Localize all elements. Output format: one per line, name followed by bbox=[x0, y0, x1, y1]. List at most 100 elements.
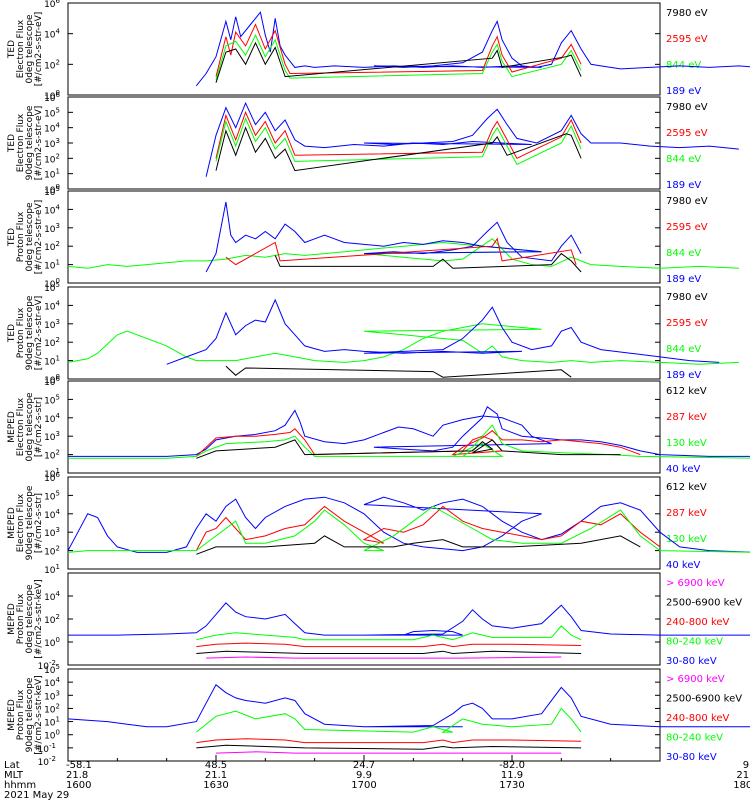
legend-entry: 844 eV bbox=[666, 344, 701, 355]
series-line bbox=[196, 625, 582, 641]
y-tick-label: 105 bbox=[44, 663, 60, 676]
y-tick-label: 105 bbox=[44, 281, 60, 294]
legend-entry: 189 eV bbox=[666, 86, 701, 97]
y-axis-label-line: 0deg telescope bbox=[25, 14, 35, 84]
legend-entry: 30-80 keV bbox=[666, 752, 717, 763]
y-axis-label-line: Electron Flux bbox=[16, 493, 26, 552]
legend-entry: 30-80 keV bbox=[666, 656, 717, 667]
series-line bbox=[68, 602, 750, 636]
y-axis-label-line: [#/cm2-s-str-eV] bbox=[34, 12, 44, 87]
legend-entry: 2595 eV bbox=[666, 34, 708, 45]
panel-5: 106 105 104 103 102 101 MEPED Electron Flux 0deg… bbox=[7, 375, 750, 480]
series-line bbox=[215, 34, 582, 80]
y-axis-label-line: MEPED bbox=[7, 699, 17, 731]
y-tick-label: 102 bbox=[44, 449, 60, 462]
y-axis-label-line: Proton Flux bbox=[16, 593, 26, 644]
x-tick-label: 48.5 bbox=[205, 760, 227, 771]
y-tick-label: 103 bbox=[44, 222, 60, 235]
series-line bbox=[215, 41, 582, 83]
series-line bbox=[67, 505, 750, 553]
panel-frame bbox=[67, 286, 661, 380]
y-axis-label-line: [#/cm2-s-str-eV] bbox=[34, 106, 44, 181]
y-tick-label: 10-2 bbox=[38, 659, 56, 672]
y-tick-label: 103 bbox=[44, 318, 60, 331]
legend-entry: 240-800 keV bbox=[666, 617, 730, 628]
y-tick-label: 104 bbox=[44, 590, 60, 603]
y-tick-label: 10-2 bbox=[38, 755, 56, 768]
y-tick-label: 101 bbox=[44, 355, 60, 368]
series-line bbox=[215, 23, 582, 77]
y-tick-label: 103 bbox=[44, 526, 60, 539]
series-line bbox=[166, 298, 720, 365]
panel-frame bbox=[67, 380, 661, 474]
x-tick-label: -58.1 bbox=[66, 760, 92, 771]
legend-entry: 844 eV bbox=[666, 154, 701, 165]
y-tick-label: 101 bbox=[44, 259, 60, 272]
legend-entry: 2595 eV bbox=[666, 318, 708, 329]
y-tick-label: 102 bbox=[44, 240, 60, 253]
panel-frame bbox=[67, 668, 661, 762]
y-tick-label: 106 bbox=[44, 0, 60, 10]
legend-entry: 844 eV bbox=[666, 60, 701, 71]
y-tick-label: 100 bbox=[44, 89, 60, 102]
x-tick-label: 9.9 bbox=[356, 770, 372, 781]
x-tick-label: 21.9 bbox=[736, 770, 750, 781]
y-axis-label-line: Electron Flux bbox=[16, 113, 26, 172]
y-tick-label: 105 bbox=[44, 489, 60, 502]
series-line bbox=[206, 656, 562, 659]
series-line bbox=[215, 126, 582, 172]
y-tick-label: 102 bbox=[44, 702, 60, 715]
y-tick-label: 101 bbox=[44, 168, 60, 181]
y-tick-label: 105 bbox=[44, 106, 60, 119]
y-tick-label: 102 bbox=[44, 152, 60, 165]
y-tick-label: 104 bbox=[44, 203, 60, 216]
panel-frame bbox=[67, 190, 661, 284]
y-tick-label: 104 bbox=[44, 508, 60, 521]
series-line bbox=[225, 365, 572, 378]
y-tick-label: 104 bbox=[44, 676, 60, 689]
panel-6: 106 105 104 103 102 101 MEPED Electron Flux 90de… bbox=[7, 471, 750, 576]
series-line bbox=[67, 684, 750, 728]
y-axis-label-line: [#/cm2-s-str-eV] bbox=[34, 200, 44, 275]
y-tick-label: 106 bbox=[44, 91, 60, 104]
y-axis-label-line: TED bbox=[7, 40, 17, 59]
y-tick-label: 100 bbox=[44, 183, 60, 196]
legend-entry: 7980 eV bbox=[666, 8, 708, 19]
y-tick-label: 102 bbox=[44, 58, 60, 71]
y-tick-label: 100 bbox=[44, 636, 60, 649]
panel-7: 104 102 100 10-2 MEPED Proton Flux 0deg telesc… bbox=[7, 572, 750, 672]
series-line bbox=[215, 751, 562, 754]
y-axis-label-line: 0deg telescope bbox=[25, 202, 35, 272]
legend-entry: 40 keV bbox=[666, 560, 700, 571]
legend-entry: 7980 eV bbox=[666, 102, 708, 113]
y-axis-label-line: TED bbox=[7, 324, 17, 343]
series-line bbox=[196, 650, 582, 655]
y-tick-label: 104 bbox=[44, 299, 60, 312]
series-line bbox=[195, 707, 582, 733]
x-tick-label: 1730 bbox=[499, 780, 524, 791]
x-date-label: 2021 May 29 bbox=[4, 790, 69, 800]
x-row-label-hhmm: hhmm bbox=[4, 780, 36, 791]
x-tick-label: -82.0 bbox=[499, 760, 525, 771]
y-axis-label-line: [#/cm2-s-str] bbox=[34, 493, 44, 553]
series-line bbox=[225, 237, 577, 266]
y-tick-label: 106 bbox=[44, 471, 60, 484]
legend-entry: 189 eV bbox=[666, 370, 701, 381]
series-line bbox=[67, 496, 750, 553]
y-tick-label: 105 bbox=[44, 393, 60, 406]
legend-entry: 287 keV bbox=[666, 508, 707, 519]
panel-frame bbox=[67, 572, 661, 666]
y-tick-label: 10-1 bbox=[38, 742, 56, 755]
y-tick-label: 100 bbox=[44, 277, 60, 290]
y-axis-label-line: 90deg telescope bbox=[25, 485, 35, 560]
x-tick-label: 21.8 bbox=[66, 770, 88, 781]
y-tick-label: 104 bbox=[44, 122, 60, 135]
y-axis-label-line: [#/cm2-s-str-keV] bbox=[34, 579, 44, 658]
y-axis-label-line: 0deg telescope bbox=[25, 392, 35, 462]
y-axis-label-line: Electron Flux bbox=[16, 397, 26, 456]
series-line bbox=[196, 738, 582, 744]
legend-entry: 2595 eV bbox=[666, 222, 708, 233]
